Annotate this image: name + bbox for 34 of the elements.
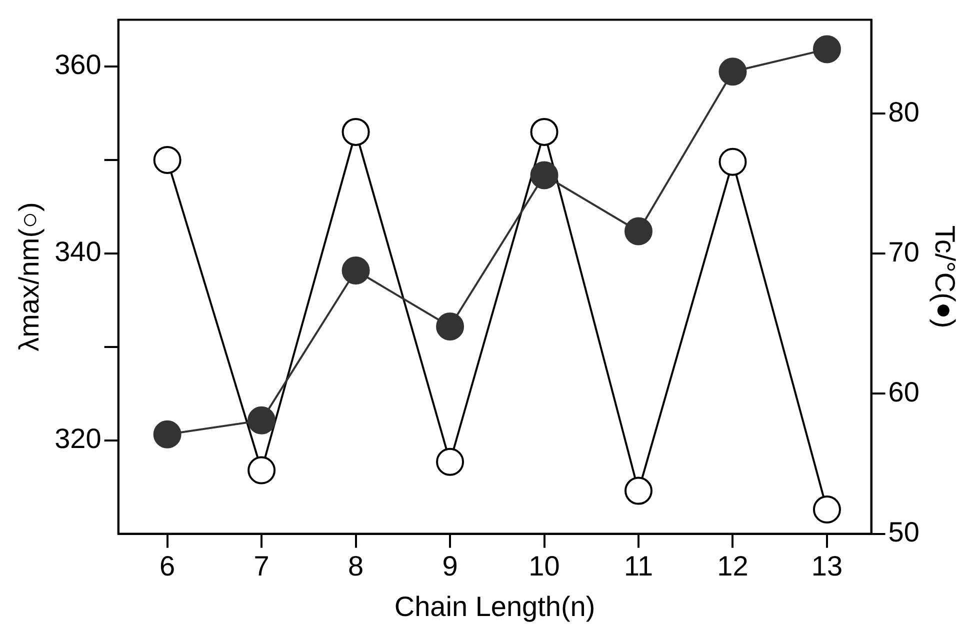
x-tick-label: 7 (254, 550, 270, 582)
point (248, 406, 276, 434)
point (530, 118, 558, 146)
y-tick-label: 320 (54, 423, 102, 454)
y-tick-label: 360 (54, 49, 102, 80)
y-axis-title: λmax/nm(○) (14, 202, 45, 352)
y2-tick-label: 70 (888, 236, 920, 268)
point (248, 456, 276, 484)
y2-tick-label: 50 (888, 516, 920, 548)
y-tick-label: 340 (54, 236, 102, 268)
y2-axis-title: Tc/°C(●) (929, 225, 960, 328)
x-tick-label: 8 (348, 550, 364, 582)
point (342, 118, 370, 146)
point (153, 420, 182, 448)
x-tick-label: 12 (717, 550, 748, 582)
y2-tick-label: 60 (888, 376, 920, 408)
x-tick-label: 9 (442, 550, 458, 582)
point (530, 161, 558, 190)
x-tick-label: 6 (160, 550, 176, 582)
x-tick-label: 10 (528, 550, 560, 582)
point (342, 256, 370, 284)
point (812, 35, 841, 64)
x-tick-label: 13 (811, 550, 843, 582)
point (436, 448, 464, 476)
point (436, 312, 464, 341)
y2-tick-label: 80 (888, 96, 920, 128)
point (812, 496, 841, 524)
x-axis-title: Chain Length(n) (394, 590, 596, 622)
point (624, 476, 652, 505)
point (718, 148, 747, 176)
point (718, 58, 747, 86)
point (624, 217, 652, 246)
x-tick-label: 11 (624, 550, 654, 582)
point (153, 146, 182, 174)
